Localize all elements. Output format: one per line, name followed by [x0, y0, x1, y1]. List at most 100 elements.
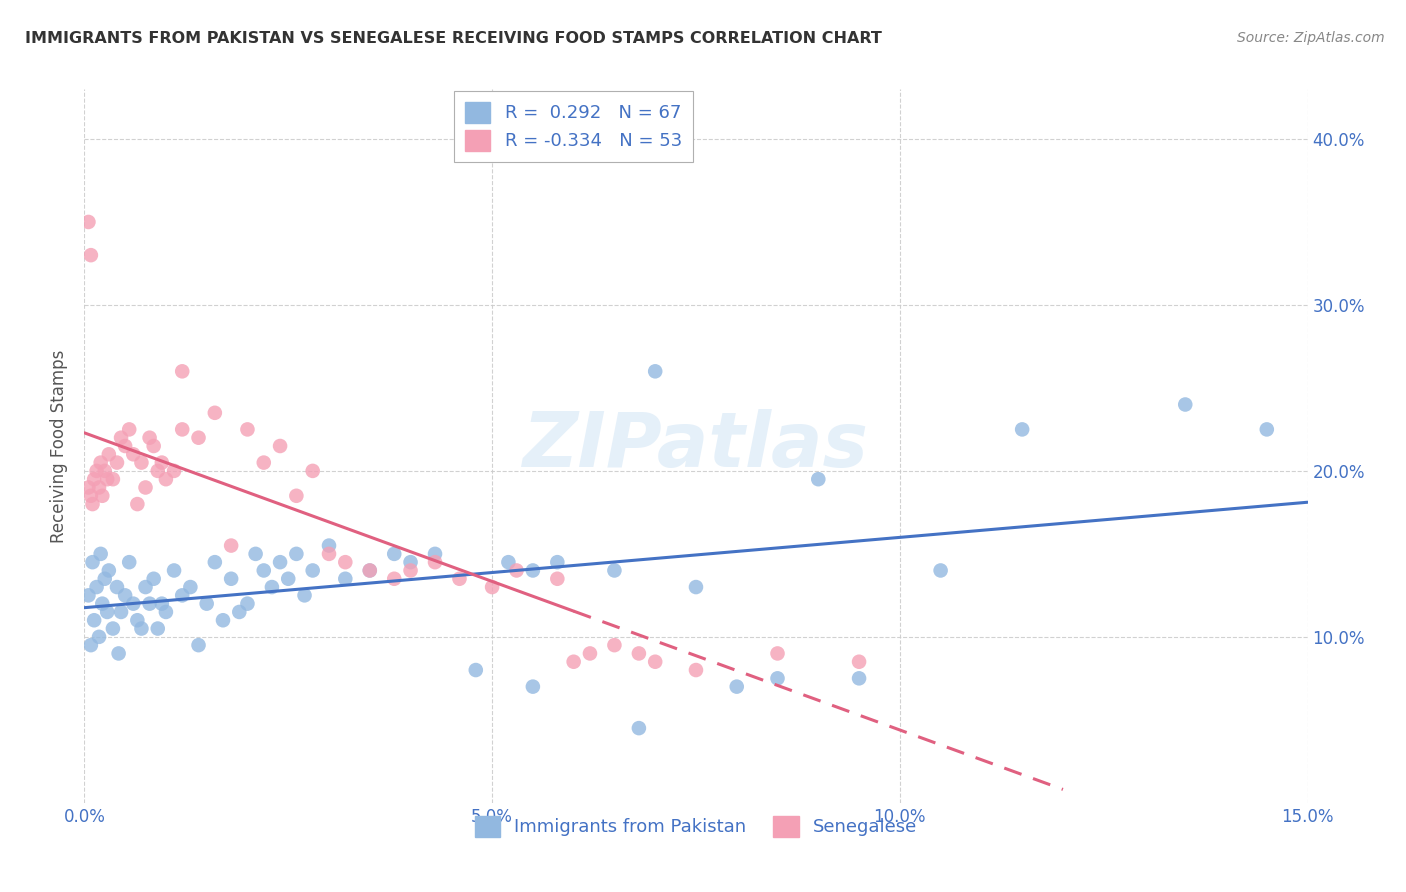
Point	[644, 655, 666, 669]
Point	[382, 572, 405, 586]
Point	[87, 481, 110, 495]
Point	[172, 422, 194, 436]
Point	[110, 605, 132, 619]
Point	[155, 472, 177, 486]
Point	[127, 613, 149, 627]
Point	[335, 572, 357, 586]
Point	[603, 638, 626, 652]
Point	[195, 597, 218, 611]
Point	[245, 547, 267, 561]
Point	[766, 647, 789, 661]
Point	[848, 671, 870, 685]
Text: ZIPatlas: ZIPatlas	[523, 409, 869, 483]
Point	[685, 663, 707, 677]
Point	[97, 447, 120, 461]
Point	[285, 489, 308, 503]
Point	[107, 647, 129, 661]
Point	[399, 564, 422, 578]
Point	[172, 588, 194, 602]
Point	[627, 647, 650, 661]
Point	[318, 539, 340, 553]
Point	[204, 555, 226, 569]
Point	[114, 588, 136, 602]
Point	[138, 597, 160, 611]
Point	[122, 597, 145, 611]
Point	[219, 539, 242, 553]
Point	[91, 597, 114, 611]
Point	[87, 630, 110, 644]
Point	[546, 572, 568, 586]
Point	[142, 572, 165, 586]
Point	[335, 555, 357, 569]
Point	[627, 721, 650, 735]
Point	[236, 422, 259, 436]
Point	[929, 564, 952, 578]
Point	[204, 406, 226, 420]
Point	[546, 555, 568, 569]
Point	[1174, 397, 1197, 411]
Point	[172, 364, 194, 378]
Point	[80, 638, 103, 652]
Point	[848, 655, 870, 669]
Point	[142, 439, 165, 453]
Point	[80, 489, 103, 503]
Point	[179, 580, 201, 594]
Point	[105, 456, 128, 470]
Point	[101, 472, 124, 486]
Text: IMMIGRANTS FROM PAKISTAN VS SENEGALESE RECEIVING FOOD STAMPS CORRELATION CHART: IMMIGRANTS FROM PAKISTAN VS SENEGALESE R…	[25, 31, 882, 46]
Text: Source: ZipAtlas.com: Source: ZipAtlas.com	[1237, 31, 1385, 45]
Point	[86, 580, 108, 594]
Point	[80, 248, 103, 262]
Point	[105, 580, 128, 594]
Point	[1011, 422, 1033, 436]
Legend: Immigrants from Pakistan, Senegalese: Immigrants from Pakistan, Senegalese	[467, 808, 925, 844]
Point	[91, 489, 114, 503]
Point	[236, 597, 259, 611]
Point	[146, 622, 169, 636]
Point	[131, 456, 153, 470]
Point	[83, 472, 105, 486]
Point	[269, 555, 291, 569]
Point	[285, 547, 308, 561]
Point	[301, 464, 323, 478]
Point	[807, 472, 830, 486]
Point	[163, 464, 186, 478]
Point	[82, 555, 104, 569]
Point	[423, 555, 446, 569]
Point	[135, 580, 157, 594]
Point	[464, 663, 486, 677]
Point	[423, 547, 446, 561]
Point	[110, 431, 132, 445]
Point	[77, 215, 100, 229]
Point	[294, 588, 316, 602]
Point	[93, 464, 115, 478]
Point	[603, 564, 626, 578]
Point	[97, 564, 120, 578]
Point	[122, 447, 145, 461]
Point	[277, 572, 299, 586]
Point	[562, 655, 585, 669]
Point	[187, 431, 209, 445]
Point	[449, 572, 471, 586]
Point	[138, 431, 160, 445]
Point	[96, 605, 118, 619]
Point	[187, 638, 209, 652]
Point	[118, 555, 141, 569]
Point	[481, 580, 503, 594]
Point	[766, 671, 789, 685]
Point	[96, 472, 118, 486]
Point	[359, 564, 381, 578]
Point	[90, 547, 112, 561]
Point	[318, 547, 340, 561]
Point	[1256, 422, 1278, 436]
Point	[77, 481, 100, 495]
Point	[82, 497, 104, 511]
Point	[505, 564, 527, 578]
Point	[260, 580, 283, 594]
Point	[90, 456, 112, 470]
Point	[579, 647, 602, 661]
Point	[86, 464, 108, 478]
Point	[498, 555, 520, 569]
Y-axis label: Receiving Food Stamps: Receiving Food Stamps	[51, 350, 69, 542]
Point	[127, 497, 149, 511]
